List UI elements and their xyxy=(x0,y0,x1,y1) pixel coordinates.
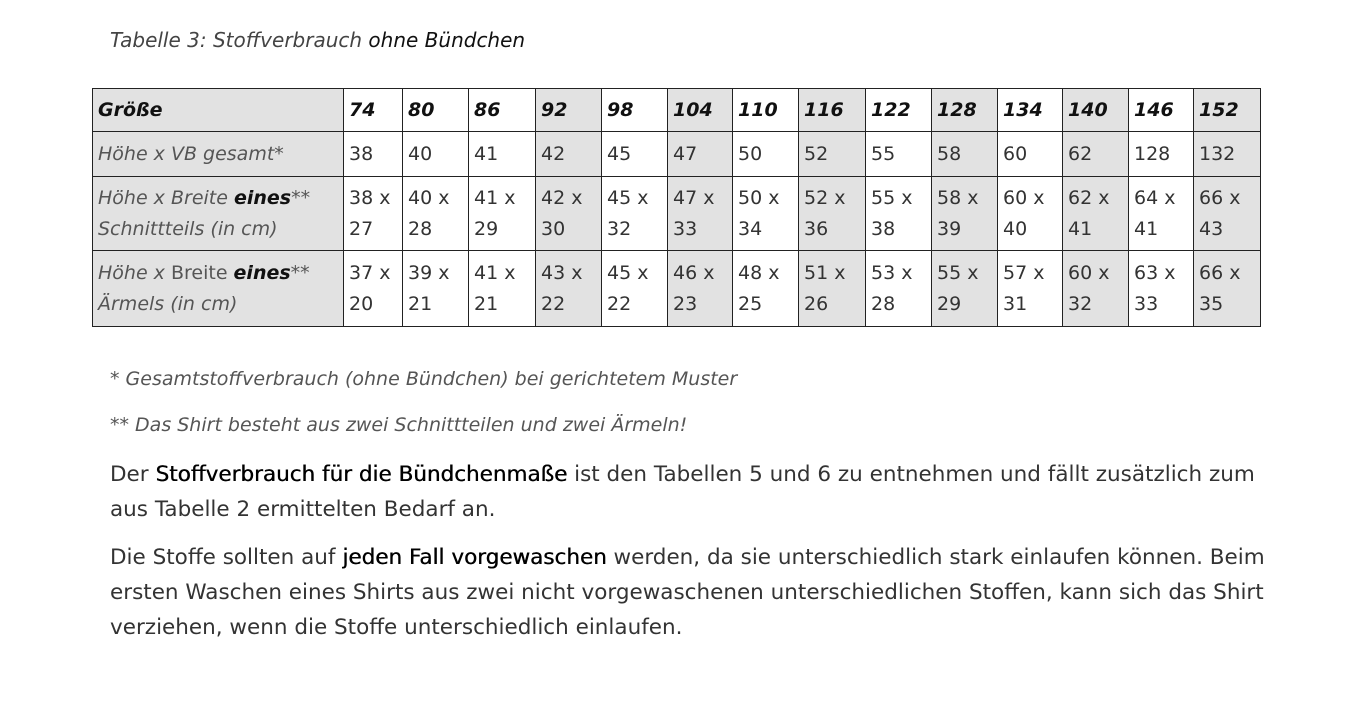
table-cell: 63 x 33 xyxy=(1128,250,1194,327)
label-part: Höhe x Breite xyxy=(98,186,234,209)
text: Die Stoffe sollten auf xyxy=(110,545,343,570)
table-cell: 42 xyxy=(535,131,602,177)
label-part: Schnittteils (in cm) xyxy=(98,217,278,240)
table-cell: 53 x 28 xyxy=(865,250,932,327)
table-cell: 45 x 32 xyxy=(601,176,668,251)
table-cell: 45 xyxy=(601,131,668,177)
emphasis: jeden Fall vorgewaschen xyxy=(342,545,607,570)
size-header: 152 xyxy=(1193,88,1261,132)
table-cell: 47 x 33 xyxy=(667,176,733,251)
table-cell: 62 x 41 xyxy=(1062,176,1129,251)
table-cell: 52 x 36 xyxy=(798,176,866,251)
table-cell: 50 xyxy=(732,131,799,177)
table-row: Höhe x Breite eines** Ärmels (in cm) 37 x … xyxy=(92,250,1261,327)
header-row: Größe 74 80 86 92 98 104 110 116 122 128 134 140 146 1… xyxy=(92,88,1261,132)
size-header: 110 xyxy=(732,88,799,132)
table-cell: 66 x 43 xyxy=(1193,176,1261,251)
table-cell: 52 xyxy=(798,131,866,177)
row-label: Höhe x Breite eines** Ärmels (in cm) xyxy=(92,250,344,327)
table-cell: 66 x 35 xyxy=(1193,250,1261,327)
table-cell: 46 x 23 xyxy=(667,250,733,327)
table-cell: 132 xyxy=(1193,131,1261,177)
size-header: 128 xyxy=(931,88,998,132)
size-header: 86 xyxy=(468,88,536,132)
fabric-table: Größe 74 80 86 92 98 104 110 116 122 128 134 140 146 1… xyxy=(92,88,1261,327)
size-header: 134 xyxy=(997,88,1063,132)
table-cell: 51 x 26 xyxy=(798,250,866,327)
text: Der xyxy=(110,462,156,487)
table-cell: 55 x 29 xyxy=(931,250,998,327)
footnote: * Gesamtstoffverbrauch (ohne Bündchen) b… xyxy=(110,368,738,390)
table-cell: 42 x 30 xyxy=(535,176,602,251)
table-cell: 60 xyxy=(997,131,1063,177)
size-header: 146 xyxy=(1128,88,1194,132)
table-cell: 62 xyxy=(1062,131,1129,177)
label-part: Höhe x xyxy=(98,261,171,284)
table-cell: 47 xyxy=(667,131,733,177)
label-part: Ärmels (in cm) xyxy=(98,292,238,315)
table-cell: 128 xyxy=(1128,131,1194,177)
table-cell: 50 x 34 xyxy=(732,176,799,251)
table-cell: 43 x 22 xyxy=(535,250,602,327)
label-part: ** xyxy=(290,261,310,284)
size-header: 140 xyxy=(1062,88,1129,132)
label-part: ** xyxy=(291,186,311,209)
text: werden, da sie unterschiedlich stark ein… xyxy=(110,545,1265,640)
table-cell: 40 xyxy=(402,131,469,177)
caption-emphasis: ohne Bündchen xyxy=(368,28,526,52)
table-cell: 58 x 39 xyxy=(931,176,998,251)
table-cell: 60 x 32 xyxy=(1062,250,1129,327)
header-label: Größe xyxy=(92,88,344,132)
table-cell: 39 x 21 xyxy=(402,250,469,327)
footnote: ** Das Shirt besteht aus zwei Schnitttei… xyxy=(110,414,688,436)
table-cell: 58 xyxy=(931,131,998,177)
table-cell: 40 x 28 xyxy=(402,176,469,251)
text: ist den Tabellen 5 und 6 zu entnehmen un… xyxy=(110,462,1255,522)
row-label: Höhe x VB gesamt* xyxy=(92,131,344,177)
label-part: Breite xyxy=(170,261,234,284)
size-header: 116 xyxy=(798,88,866,132)
table-cell: 60 x 40 xyxy=(997,176,1063,251)
row-label: Höhe x Breite eines** Schnittteils (in cm… xyxy=(92,176,344,251)
paragraph: Die Stoffe sollten auf jeden Fall vorgew… xyxy=(110,540,1270,645)
label-part: Höhe x VB gesamt* xyxy=(98,142,284,165)
paragraph: Der Stoffverbrauch für die Bündchenmaße … xyxy=(110,457,1270,527)
size-header: 122 xyxy=(865,88,932,132)
table-cell: 64 x 41 xyxy=(1128,176,1194,251)
table-cell: 38 x 27 xyxy=(343,176,403,251)
size-header: 104 xyxy=(667,88,733,132)
size-header: 98 xyxy=(601,88,668,132)
table-cell: 55 x 38 xyxy=(865,176,932,251)
table-cell: 41 x 29 xyxy=(468,176,536,251)
size-header: 74 xyxy=(343,88,403,132)
table-row: Höhe x Breite eines** Schnittteils (in cm… xyxy=(92,176,1261,251)
table-cell: 41 xyxy=(468,131,536,177)
emphasis: Stoffverbrauch für die Bündchenmaße xyxy=(155,462,568,487)
label-part: eines xyxy=(233,186,292,209)
table-cell: 41 x 21 xyxy=(468,250,536,327)
table-cell: 55 xyxy=(865,131,932,177)
table-cell: 48 x 25 xyxy=(732,250,799,327)
table-cell: 38 xyxy=(343,131,403,177)
table-cell: 57 x 31 xyxy=(997,250,1063,327)
size-header: 80 xyxy=(402,88,469,132)
size-header: 92 xyxy=(535,88,602,132)
label-part: eines xyxy=(233,261,291,284)
table-cell: 45 x 22 xyxy=(601,250,668,327)
table-cell: 37 x 20 xyxy=(343,250,403,327)
caption-text: Tabelle 3: Stoffverbrauch xyxy=(110,28,369,52)
table-row: Höhe x VB gesamt* 38 40 41 42 45 47 50 52 55 58 60 6… xyxy=(92,131,1261,177)
table-caption: Tabelle 3: Stoffverbrauch ohne Bündchen xyxy=(110,28,525,52)
